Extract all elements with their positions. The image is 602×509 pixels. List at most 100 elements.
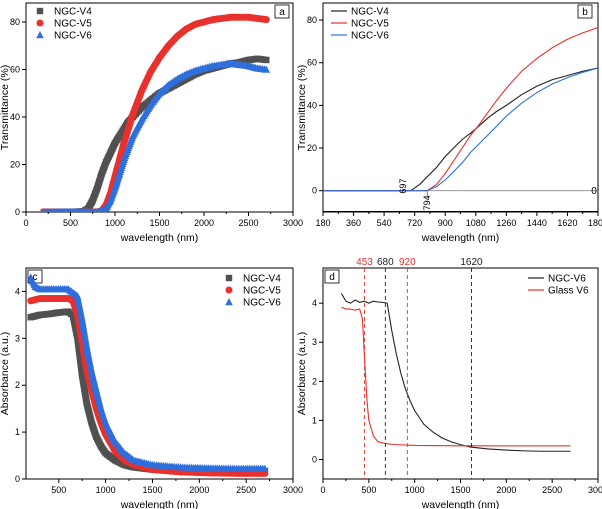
legend-label: NGC-V6 xyxy=(548,274,586,285)
y-tick-label: 4 xyxy=(15,286,20,296)
series-NGC-V6 xyxy=(41,59,271,212)
legend-label: NGC-V6 xyxy=(351,31,389,42)
y-tick-label: 3 xyxy=(15,333,20,343)
y-tick-label: 2 xyxy=(15,380,20,390)
y-tick-label: 80 xyxy=(307,15,317,25)
x-tick-label: 360 xyxy=(346,218,361,228)
panel-tag-box xyxy=(324,269,340,284)
reference-line-label: 453 xyxy=(356,257,373,268)
y-tick-label: 2 xyxy=(312,376,317,386)
data-point xyxy=(262,65,271,73)
y-tick-label: 3 xyxy=(312,337,317,347)
series-line-Glass V6 xyxy=(341,306,571,447)
legend-swatch xyxy=(225,286,233,294)
x-tick-label: 540 xyxy=(377,218,392,228)
x-tick-label: 1500 xyxy=(450,485,470,495)
annotation-zero: 0 xyxy=(591,186,597,197)
reference-line-label: 1620 xyxy=(460,257,483,268)
y-tick-label: 0 xyxy=(15,207,20,217)
plot-frame xyxy=(25,267,294,480)
y-tick-label: 20 xyxy=(10,160,20,170)
y-tick-label: 0 xyxy=(312,186,317,196)
x-tick-label: 1000 xyxy=(96,485,116,495)
x-tick-label: 1500 xyxy=(142,485,162,495)
x-tick-label: 0 xyxy=(320,485,325,495)
data-point xyxy=(263,56,270,64)
y-tick-label: 40 xyxy=(10,112,20,122)
panel-tag-box xyxy=(274,4,290,19)
series-NGC-V4 xyxy=(40,55,270,212)
series-NGC-V5 xyxy=(27,294,269,477)
x-tick-label: 1620 xyxy=(557,218,577,228)
x-tick-label: 2000 xyxy=(496,485,516,495)
x-tick-label: 2500 xyxy=(542,485,562,495)
series-NGC-V6 xyxy=(26,273,269,472)
x-axis-title: wavelength (nm) xyxy=(421,232,500,244)
y-axis-title: Transmittance (%) xyxy=(0,65,11,150)
y-axis-title: Transmittance (%) xyxy=(296,65,308,150)
reference-line-label: 920 xyxy=(399,257,416,268)
legend-swatch xyxy=(36,7,44,15)
x-axis-title: wavelength (nm) xyxy=(120,232,199,244)
x-tick-label: 0 xyxy=(23,218,28,228)
reference-line-label: 680 xyxy=(377,257,394,268)
x-tick-label: 1000 xyxy=(105,218,125,228)
x-axis-title: wavelength (nm) xyxy=(120,499,199,509)
y-tick-label: 20 xyxy=(307,143,317,153)
legend-label: NGC-V6 xyxy=(54,31,92,42)
chart-panel-d: 0 500 1000 1500 2000 2500 3000 0 1 2 3 4 wavelength … xyxy=(296,257,602,509)
y-tick-label: 40 xyxy=(307,100,317,110)
annotation-697: 697 xyxy=(398,179,408,194)
legend-label: NGC-V4 xyxy=(243,274,281,285)
x-tick-label: 180 xyxy=(315,218,330,228)
y-tick-label: 60 xyxy=(10,65,20,75)
legend-label: NGC-V4 xyxy=(351,7,389,18)
y-tick-label: 4 xyxy=(312,298,317,308)
y-axis-title: Absorbance (a.u.) xyxy=(296,332,308,415)
y-tick-label: 60 xyxy=(307,58,317,68)
legend-label: Glass V6 xyxy=(548,286,589,297)
plot-area xyxy=(26,273,269,477)
x-tick-label: 500 xyxy=(361,485,376,495)
series-NGC-V5 xyxy=(40,13,270,212)
x-tick-label: 1260 xyxy=(496,218,516,228)
x-tick-label: 2500 xyxy=(236,485,256,495)
x-tick-label: 3000 xyxy=(283,218,303,228)
y-tick-label: 1 xyxy=(15,427,20,437)
y-tick-label: 1 xyxy=(312,415,317,425)
y-tick-label: 0 xyxy=(15,474,20,484)
legend-label: NGC-V4 xyxy=(54,7,92,18)
x-tick-label: 900 xyxy=(438,218,453,228)
x-tick-label: 1080 xyxy=(466,218,486,228)
series-line-NGC-V6 xyxy=(340,293,571,452)
chart-panel-c: 500 1000 1500 2000 2500 3000 0 1 2 3 4 wavelength (… xyxy=(0,267,303,509)
x-tick-label: 720 xyxy=(407,218,422,228)
annotation-794: 794 xyxy=(422,195,432,210)
panel-tag: a xyxy=(279,7,285,18)
x-tick-label: 3000 xyxy=(588,485,602,495)
panel-tag: c xyxy=(33,272,38,283)
series-line-NGC-V6 xyxy=(323,67,598,192)
legend-swatch xyxy=(36,19,44,27)
x-tick-label: 2000 xyxy=(194,218,214,228)
y-tick-label: 0 xyxy=(312,454,317,464)
panel-tag: d xyxy=(329,272,335,283)
chart-panel-a: 0 500 1000 1500 2000 2500 3000 0 20 40 60 80 wavelen… xyxy=(0,2,303,244)
legend-label: NGC-V5 xyxy=(243,286,281,297)
series-NGC-V4 xyxy=(27,308,269,475)
legend-label: NGC-V5 xyxy=(351,19,389,30)
legend-label: NGC-V5 xyxy=(54,19,92,30)
data-point xyxy=(261,464,269,472)
series-line-NGC-V4 xyxy=(323,67,598,192)
x-tick-label: 1000 xyxy=(405,485,425,495)
x-tick-label: 1440 xyxy=(527,218,547,228)
legend-swatch xyxy=(36,31,44,39)
data-point xyxy=(262,16,270,24)
